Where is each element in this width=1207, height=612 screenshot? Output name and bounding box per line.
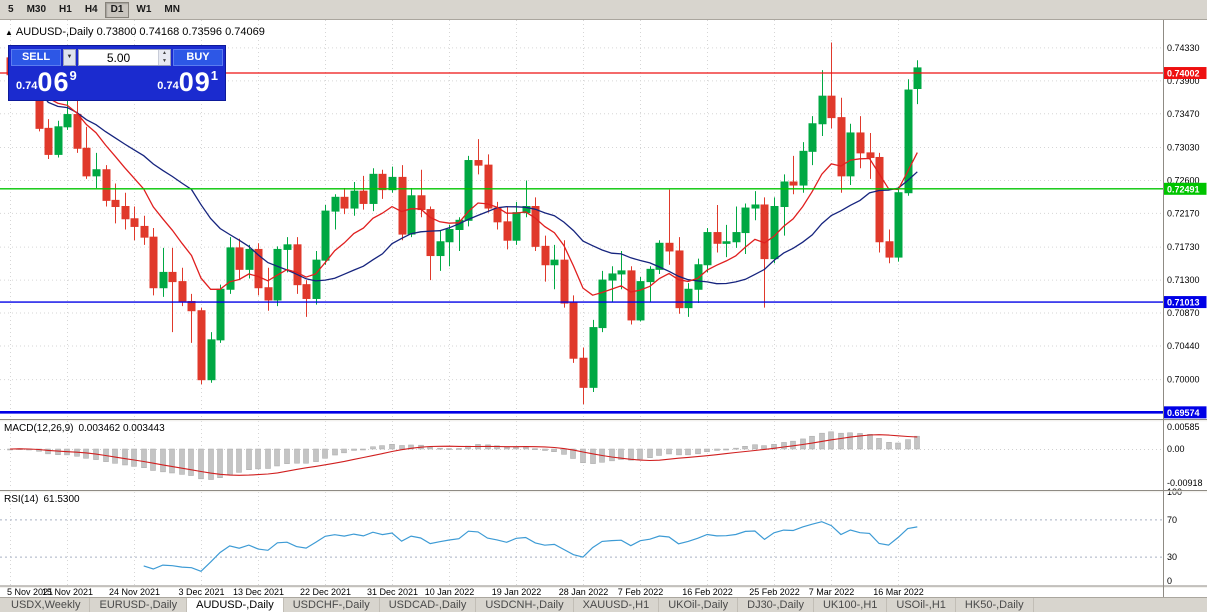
candlestick-series — [6, 42, 922, 405]
tab-usdcad-daily[interactable]: USDCAD-,Daily — [380, 598, 477, 612]
svg-text:0.72170: 0.72170 — [1167, 208, 1200, 218]
bar-marker-icon: ▲ — [5, 28, 13, 37]
svg-text:0.70000: 0.70000 — [1167, 375, 1200, 385]
svg-text:0.72491: 0.72491 — [1167, 184, 1200, 194]
tab-ukoil-daily[interactable]: UKOil-,Daily — [659, 598, 739, 612]
timeframe-button-mn[interactable]: MN — [158, 2, 186, 18]
svg-text:0.71013: 0.71013 — [1167, 298, 1200, 308]
timeframe-button-d1[interactable]: D1 — [104, 1, 130, 18]
svg-text:0: 0 — [1167, 576, 1172, 586]
timeframe-button-h4[interactable]: H4 — [79, 2, 104, 18]
indicator-panels — [0, 431, 1163, 572]
svg-text:7 Feb 2022: 7 Feb 2022 — [618, 587, 664, 597]
symbol-label: AUDUSD-,Daily — [15, 26, 94, 38]
chart-title: ▲ AUDUSD-,Daily 0.73800 0.74168 0.73596 0… — [5, 26, 265, 38]
rsi-indicator-label: RSI(14) 61.5300 — [4, 494, 80, 505]
svg-text:5 Nov 2021: 5 Nov 2021 — [7, 587, 53, 597]
svg-text:22 Dec 2021: 22 Dec 2021 — [300, 587, 351, 597]
tab-xauusd-h1[interactable]: XAUUSD-,H1 — [574, 598, 660, 612]
svg-text:28 Jan 2022: 28 Jan 2022 — [559, 587, 609, 597]
svg-text:10 Jan 2022: 10 Jan 2022 — [425, 587, 475, 597]
svg-text:0.73030: 0.73030 — [1167, 143, 1200, 153]
svg-text:0.00: 0.00 — [1167, 444, 1185, 454]
timeframe-toolbar: 5 M30 H1 H4 D1 W1 MN — [0, 0, 1207, 20]
tab-usoil-h1[interactable]: USOil-,H1 — [887, 598, 956, 612]
svg-text:24 Nov 2021: 24 Nov 2021 — [109, 587, 160, 597]
svg-text:13 Dec 2021: 13 Dec 2021 — [233, 587, 284, 597]
sell-price[interactable]: 0.74 06 9 — [16, 67, 77, 97]
volume-spin-down[interactable]: ▼ — [159, 57, 170, 65]
svg-text:25 Feb 2022: 25 Feb 2022 — [749, 587, 800, 597]
tab-uk100-h1[interactable]: UK100-,H1 — [814, 598, 888, 612]
svg-text:15 Nov 2021: 15 Nov 2021 — [42, 587, 93, 597]
svg-text:3 Dec 2021: 3 Dec 2021 — [178, 587, 224, 597]
timeframe-button-5[interactable]: 5 — [2, 2, 20, 18]
tab-dj30-daily[interactable]: DJ30-,Daily — [738, 598, 814, 612]
svg-text:0.71730: 0.71730 — [1167, 242, 1200, 252]
chart-tab-bar: USDX,Weekly EURUSD-,Daily AUDUSD-,Daily USD… — [0, 597, 1207, 612]
tab-eurusd-daily[interactable]: EURUSD-,Daily — [90, 598, 188, 612]
volume-preset-dropdown[interactable]: ▼ — [63, 49, 76, 66]
sell-button[interactable]: SELL — [11, 49, 61, 66]
volume-input[interactable] — [79, 50, 158, 65]
one-click-trading-panel: SELL ▼ ▲ ▼ BUY 0.74 06 9 0.74 09 1 — [8, 45, 226, 101]
svg-text:16 Mar 2022: 16 Mar 2022 — [873, 587, 924, 597]
buy-button[interactable]: BUY — [173, 49, 223, 66]
price-axis[interactable]: 0.74330 0.73900 0.73470 0.73030 0.72600 0.721… — [1163, 43, 1207, 586]
svg-text:0.70440: 0.70440 — [1167, 341, 1200, 351]
tab-hk50-daily[interactable]: HK50-,Daily — [956, 598, 1034, 612]
svg-text:0.74002: 0.74002 — [1167, 69, 1200, 79]
timeframe-button-m30[interactable]: M30 — [21, 2, 52, 18]
macd-indicator-label: MACD(12,26,9) 0.003462 0.003443 — [4, 423, 165, 434]
svg-text:0.00585: 0.00585 — [1167, 422, 1200, 432]
svg-text:-0.00918: -0.00918 — [1167, 478, 1203, 488]
svg-text:0.72600: 0.72600 — [1167, 175, 1200, 185]
svg-text:0.73900: 0.73900 — [1167, 76, 1200, 86]
timeframe-button-w1[interactable]: W1 — [130, 2, 157, 18]
svg-text:0.73470: 0.73470 — [1167, 109, 1200, 119]
svg-text:0.71300: 0.71300 — [1167, 275, 1200, 285]
tab-usdchf-daily[interactable]: USDCHF-,Daily — [284, 598, 380, 612]
volume-spin-up[interactable]: ▲ — [159, 50, 170, 58]
svg-text:70: 70 — [1167, 515, 1177, 525]
buy-price[interactable]: 0.74 09 1 — [157, 67, 218, 97]
ohlc-values: 0.73800 0.74168 0.73596 0.74069 — [96, 26, 265, 38]
svg-text:16 Feb 2022: 16 Feb 2022 — [682, 587, 733, 597]
svg-text:0.70870: 0.70870 — [1167, 308, 1200, 318]
tab-usdcnh-daily[interactable]: USDCNH-,Daily — [476, 598, 574, 612]
svg-text:31 Dec 2021: 31 Dec 2021 — [367, 587, 418, 597]
tab-audusd-daily[interactable]: AUDUSD-,Daily — [187, 598, 284, 612]
timeframe-button-h1[interactable]: H1 — [53, 2, 78, 18]
svg-text:30: 30 — [1167, 552, 1177, 562]
tab-usdx-weekly[interactable]: USDX,Weekly — [2, 598, 91, 612]
svg-text:7 Mar 2022: 7 Mar 2022 — [809, 587, 855, 597]
svg-text:19 Jan 2022: 19 Jan 2022 — [492, 587, 542, 597]
svg-text:0.69574: 0.69574 — [1167, 408, 1200, 418]
svg-text:0.74330: 0.74330 — [1167, 43, 1200, 53]
